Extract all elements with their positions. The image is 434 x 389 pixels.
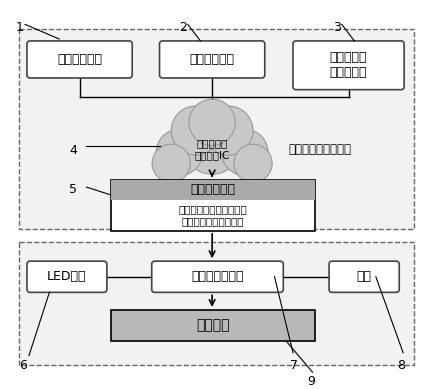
Text: 无极调光模型: 无极调光模型 (57, 53, 102, 66)
Text: 9: 9 (307, 375, 315, 388)
Bar (111, 180, 315, 231)
Bar (19, 29, 413, 229)
Bar (19, 242, 413, 365)
FancyBboxPatch shape (27, 261, 107, 293)
Text: 2: 2 (179, 21, 187, 35)
Circle shape (152, 144, 190, 182)
Text: 一体化封装系统: 一体化封装系统 (191, 270, 243, 283)
Text: 6: 6 (19, 359, 27, 371)
Circle shape (156, 129, 202, 175)
Text: 可编程数字
电源管理IC: 可编程数字 电源管理IC (194, 138, 229, 160)
Circle shape (188, 99, 235, 145)
FancyBboxPatch shape (159, 41, 264, 78)
Circle shape (171, 106, 220, 155)
Circle shape (182, 114, 242, 174)
Text: 7: 7 (289, 359, 297, 371)
Text: 色温调节模型: 色温调节模型 (189, 53, 234, 66)
Text: 8: 8 (396, 359, 404, 371)
Text: 基板: 基板 (356, 270, 371, 283)
FancyBboxPatch shape (329, 261, 398, 293)
Text: 光源模块: 光源模块 (196, 319, 229, 333)
Text: 亮度视觉曲
线校正模型: 亮度视觉曲 线校正模型 (329, 51, 366, 79)
Text: 智能控制系统: 智能控制系统 (190, 183, 235, 196)
Bar (111, 310, 315, 341)
Text: 4: 4 (69, 144, 76, 157)
Text: LED芯片: LED芯片 (47, 270, 86, 283)
Circle shape (204, 106, 253, 155)
FancyBboxPatch shape (27, 41, 132, 78)
Text: 1: 1 (15, 21, 23, 35)
Circle shape (233, 144, 272, 182)
Circle shape (221, 129, 267, 175)
Text: 5: 5 (69, 183, 77, 196)
Text: 高压、高频、多通道: 高压、高频、多通道 (287, 143, 350, 156)
FancyBboxPatch shape (293, 41, 403, 89)
Text: 3: 3 (332, 21, 340, 35)
Bar (111, 180, 315, 200)
Text: 无极调光、多桉式色温调
节、亮度视觉曲线校正: 无极调光、多桉式色温调 节、亮度视觉曲线校正 (178, 205, 247, 226)
FancyBboxPatch shape (151, 261, 283, 293)
